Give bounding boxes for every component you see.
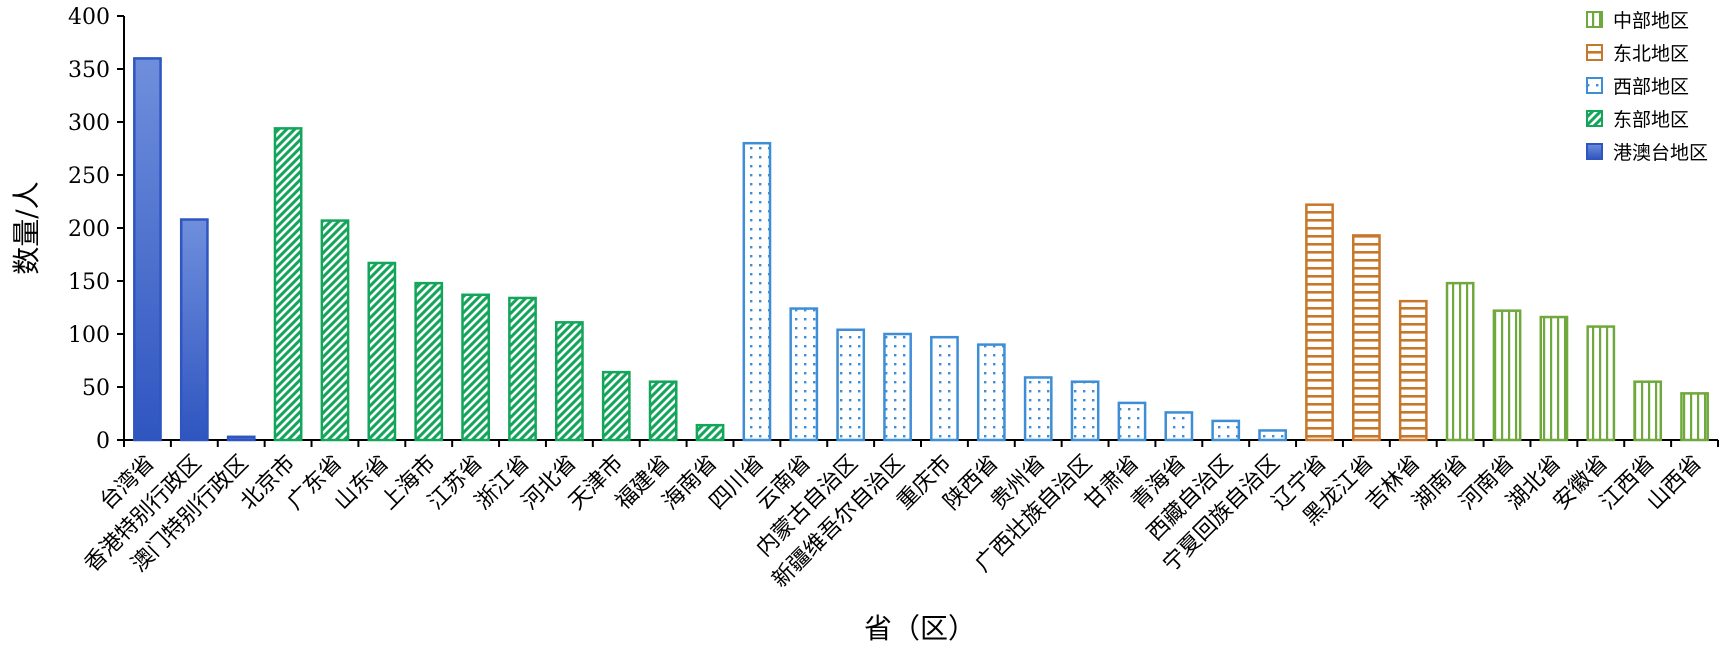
y-tick-label: 0 xyxy=(96,429,110,454)
bar xyxy=(930,335,959,442)
legend-label: 西部地区 xyxy=(1613,76,1689,98)
y-tick-label: 150 xyxy=(68,270,110,295)
x-tick-label: 山西省 xyxy=(1642,451,1706,515)
bar xyxy=(1680,392,1709,442)
legend-label: 东北地区 xyxy=(1613,43,1689,65)
bar xyxy=(1633,380,1663,442)
bar xyxy=(836,328,866,442)
bar xyxy=(226,435,256,442)
bar xyxy=(273,127,303,442)
bar xyxy=(555,321,584,442)
bar xyxy=(601,370,631,442)
x-axis-title: 省（区） xyxy=(864,612,976,645)
bar xyxy=(1211,419,1241,442)
bar xyxy=(367,261,397,442)
bar xyxy=(508,296,537,442)
y-tick-label: 50 xyxy=(82,376,110,401)
y-tick-label: 400 xyxy=(68,5,110,30)
bar xyxy=(1117,401,1147,442)
legend-swatch xyxy=(1586,77,1603,94)
legend-swatch xyxy=(1586,11,1603,28)
bar xyxy=(414,281,444,442)
y-tick-label: 100 xyxy=(68,323,110,348)
bar xyxy=(320,219,350,442)
bar xyxy=(1586,325,1616,442)
legend-label: 中部地区 xyxy=(1613,10,1689,32)
y-tick-label: 300 xyxy=(68,111,110,136)
bar xyxy=(1539,315,1569,442)
bar xyxy=(1305,203,1334,442)
bar xyxy=(1492,309,1522,442)
bar xyxy=(461,293,490,442)
bar xyxy=(1070,380,1100,442)
bar xyxy=(1352,234,1381,442)
bar xyxy=(1445,281,1475,442)
legend-swatch xyxy=(1586,44,1603,61)
bar xyxy=(648,380,678,442)
bar xyxy=(133,57,162,442)
bar xyxy=(695,423,725,442)
bar xyxy=(1258,429,1287,442)
bar xyxy=(1164,411,1194,442)
bar xyxy=(1398,299,1428,442)
y-tick-label: 350 xyxy=(68,58,110,83)
y-axis-title: 数量/人 xyxy=(10,181,43,274)
bar xyxy=(1023,376,1053,442)
bar xyxy=(742,141,772,442)
bar xyxy=(179,218,209,442)
bar xyxy=(976,343,1006,442)
bar xyxy=(883,332,912,442)
legend-swatch xyxy=(1586,143,1603,160)
y-tick-label: 250 xyxy=(68,164,110,189)
bar xyxy=(789,307,819,442)
legend-swatch xyxy=(1586,110,1603,127)
legend-label: 港澳台地区 xyxy=(1613,142,1708,164)
legend-label: 东部地区 xyxy=(1613,109,1689,131)
y-tick-label: 200 xyxy=(68,217,110,242)
